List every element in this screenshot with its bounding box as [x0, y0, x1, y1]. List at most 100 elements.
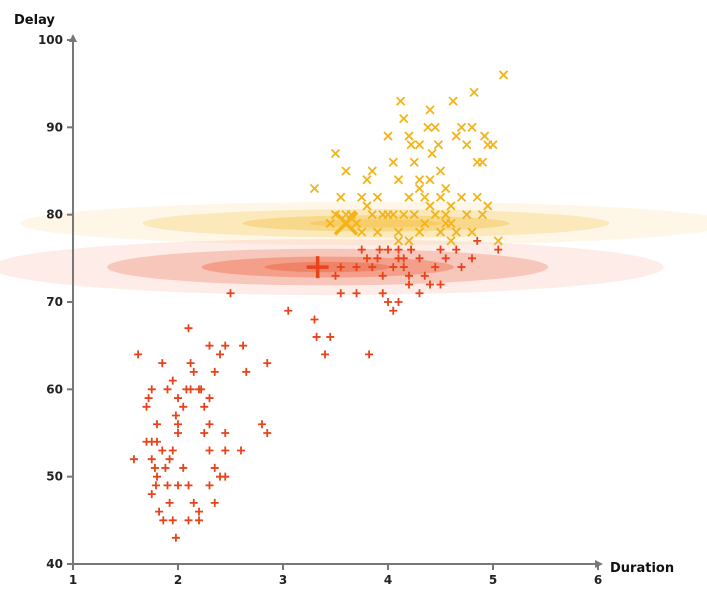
cross-marker	[393, 236, 404, 246]
plus-marker	[151, 481, 160, 490]
centroid-cross-marker	[333, 211, 359, 236]
cross-marker	[393, 175, 404, 185]
plus-marker	[205, 394, 214, 403]
cross-marker	[477, 157, 488, 167]
plus-marker	[357, 245, 366, 254]
y-tick-label: 80	[46, 208, 63, 222]
plus-marker	[184, 324, 193, 333]
cross-marker	[399, 113, 409, 124]
plus-marker	[373, 254, 382, 263]
plus-marker	[221, 341, 230, 350]
cross-marker	[472, 192, 482, 202]
x-tick-label: 5	[489, 573, 497, 587]
plus-marker	[158, 446, 167, 455]
cross-marker	[467, 227, 477, 237]
plus-marker	[326, 332, 335, 341]
plus-marker	[394, 245, 403, 254]
plus-marker	[216, 350, 224, 359]
cross-marker	[372, 192, 383, 202]
cross-marker	[451, 131, 461, 141]
cross-marker	[367, 210, 377, 220]
plus-marker	[153, 472, 161, 481]
plus-marker	[426, 280, 434, 289]
cross-marker	[420, 218, 430, 229]
plus-marker	[168, 446, 177, 455]
plus-marker	[174, 394, 182, 403]
plus-marker	[179, 402, 188, 411]
cross-marker	[357, 227, 367, 237]
cross-marker	[383, 210, 393, 220]
cross-marker	[433, 140, 444, 150]
plus-marker	[161, 463, 170, 472]
cross-marker	[425, 175, 435, 185]
cross-marker	[399, 210, 409, 220]
cross-marker	[467, 122, 477, 132]
y-tick-label: 40	[46, 557, 63, 571]
plus-marker	[168, 376, 177, 385]
plus-marker	[184, 516, 193, 525]
cross-marker	[441, 210, 451, 220]
plus-marker	[239, 341, 248, 350]
plus-marker	[147, 385, 156, 394]
cross-marker	[462, 140, 472, 150]
cross-marker	[479, 131, 490, 141]
plus-marker	[184, 481, 193, 490]
plus-marker	[378, 289, 387, 298]
x-tick-label: 2	[174, 573, 182, 587]
y-tick-label: 100	[38, 33, 63, 47]
cross-marker	[430, 122, 440, 132]
cross-marker	[462, 210, 472, 220]
plus-marker	[226, 289, 235, 298]
x-tick-label: 6	[594, 573, 602, 587]
plus-marker	[165, 498, 174, 507]
y-axis-title: Delay	[14, 13, 55, 28]
plus-marker	[142, 402, 151, 411]
cross-marker	[425, 201, 435, 211]
cross-marker	[367, 166, 377, 176]
plus-marker	[405, 271, 413, 280]
plus-marker	[174, 420, 182, 429]
plus-marker	[129, 455, 138, 464]
plus-marker	[179, 463, 188, 472]
cross-marker	[414, 227, 425, 237]
plus-marker	[436, 245, 445, 254]
plus-marker	[389, 263, 398, 272]
plus-marker	[221, 472, 230, 481]
plus-marker	[189, 367, 198, 376]
plus-marker	[310, 315, 319, 324]
plus-marker	[441, 254, 450, 263]
plus-marker	[147, 490, 156, 499]
plus-marker	[237, 446, 245, 455]
plus-marker	[375, 245, 384, 254]
cross-marker	[469, 87, 479, 98]
plus-marker	[368, 263, 377, 272]
cross-marker	[414, 140, 425, 150]
y-tick-label: 70	[46, 295, 63, 309]
cluster-ellipse	[142, 209, 610, 238]
plus-marker	[150, 463, 159, 472]
cross-marker	[427, 148, 437, 159]
cross-marker	[362, 175, 372, 185]
plus-marker	[197, 385, 206, 394]
plus-marker	[210, 367, 219, 376]
cross-marker	[383, 131, 393, 141]
cross-marker	[341, 166, 351, 176]
plus-marker	[195, 516, 203, 525]
x-tick-label: 3	[279, 573, 287, 587]
plus-marker	[159, 516, 168, 525]
plus-marker	[415, 289, 424, 298]
plus-marker	[144, 394, 153, 403]
cross-marker	[325, 218, 335, 229]
plus-marker	[457, 263, 466, 272]
plus-marker	[210, 498, 219, 507]
plus-marker	[394, 298, 403, 306]
plus-marker	[312, 332, 321, 341]
plus-marker	[205, 446, 214, 455]
axis-ticks: 1 2 3 4 5 6 40 50 60 70 80 90 100	[38, 33, 602, 587]
cross-marker	[393, 227, 404, 237]
plus-marker	[399, 263, 408, 272]
cross-marker	[388, 157, 398, 167]
cross-marker	[420, 192, 430, 202]
y-tick-label: 90	[46, 120, 63, 134]
plus-marker	[399, 254, 408, 263]
